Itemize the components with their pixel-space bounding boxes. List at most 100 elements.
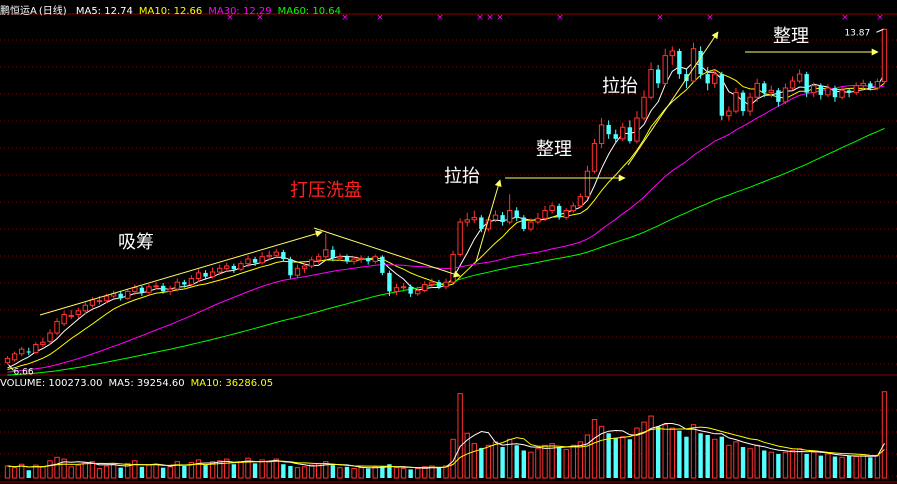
candle-body-up [811, 85, 817, 94]
candle-body-up [245, 258, 251, 265]
candle-body-down [366, 258, 371, 262]
candle-body-up [174, 281, 180, 290]
candle-body-up [273, 251, 279, 256]
volume-bar-up [634, 427, 640, 479]
volume-bar-up [61, 458, 67, 479]
volume-bar-up [400, 468, 407, 479]
volume-bar-up [839, 456, 845, 479]
event-marker: × [841, 13, 849, 23]
volume-bar-up [584, 434, 591, 479]
volume-bar-up [195, 459, 202, 479]
period-label: (日线) [38, 6, 67, 17]
volume-bar-down [804, 453, 809, 478]
candle-body-down [380, 256, 385, 273]
volume-bar-up [563, 449, 569, 479]
annotation-arrow [475, 179, 502, 263]
volume-bar-up [471, 443, 477, 479]
volume-bar-up [492, 441, 499, 479]
volume-bar-down [514, 445, 519, 478]
candle-body-up [103, 295, 110, 302]
volume-bar-up [662, 424, 668, 479]
volume-bar-up [351, 468, 357, 479]
candle-body-up [429, 281, 435, 285]
candle-body-down [231, 265, 237, 270]
candle-body-down [139, 287, 145, 293]
stock-name: 鹏恒运A [0, 6, 37, 17]
volume-bar-down [26, 470, 31, 478]
candle-body-up [712, 73, 718, 84]
candle-body-up [577, 196, 584, 207]
volume-bar-up [535, 448, 541, 479]
volume-bar-up [238, 462, 244, 479]
event-marker: × [496, 13, 504, 23]
volume-bar-up [224, 458, 230, 479]
volume-bar-up [245, 457, 251, 479]
volume-bar-up [620, 436, 626, 479]
volume-bar-down [868, 457, 873, 478]
candle-body-up [301, 265, 308, 269]
volume-bar-up [82, 462, 89, 479]
volume-bar-down [344, 466, 350, 478]
event-marker: × [706, 13, 714, 23]
volume-bar-down [203, 465, 208, 478]
candle-body-down [408, 286, 413, 294]
price-indicators: MA5: 12.74 MA10: 12.66 MA30: 12.29 MA60: 10… [76, 6, 347, 17]
candle-body-up [874, 81, 881, 89]
annotation-label-consolidate2: 整理 [773, 26, 809, 47]
volume-bar-up [308, 464, 315, 479]
candle-body-down [613, 134, 618, 139]
candle-body-up [754, 82, 760, 98]
volume-bar-up [726, 444, 732, 479]
candle-body-up [733, 92, 739, 112]
volume-bar-up [110, 463, 117, 479]
volume-ma5-line [7, 423, 885, 469]
volume-bar-up [96, 468, 103, 479]
volume-bar-down [684, 436, 689, 478]
volume-bar-up [429, 465, 435, 479]
candle-body-up [860, 82, 866, 87]
candle-body-down [677, 50, 682, 75]
volume-bar-down [380, 465, 385, 478]
candle-body-up [68, 314, 74, 317]
candle-body-up [563, 209, 569, 218]
volume-bar-up [68, 466, 74, 479]
volume-ma-lines [7, 423, 885, 469]
candle-body-up [457, 221, 463, 255]
annotation-arrow [39, 230, 323, 316]
candle-body-up [294, 267, 301, 276]
ma-line-ma30 [7, 84, 885, 373]
candle-body-down [500, 215, 505, 223]
volume-bar-up [796, 448, 803, 479]
volume-bar-up [591, 418, 598, 479]
volume-bar-up [415, 468, 421, 479]
volume-bar-up [4, 465, 11, 479]
volume-bar-down [846, 455, 852, 478]
volume-bar-up [570, 444, 576, 479]
volume-bar-up [712, 438, 718, 479]
candle-body-down [203, 272, 208, 277]
candle-body-up [549, 205, 555, 211]
candle-body-up [641, 96, 647, 119]
candle-body-up [96, 300, 103, 303]
annotation-arrow [313, 227, 461, 278]
candle-body-up [690, 48, 697, 82]
candle-body-up [153, 285, 159, 288]
candle-body-up [47, 332, 53, 342]
candles [4, 28, 888, 365]
ma-line-ma5 [7, 61, 885, 369]
high-price-pointer [876, 28, 884, 33]
event-markers: 13.876.66× × × × × × × × × × × × × [8, 13, 884, 378]
volume-bar-up [747, 448, 753, 479]
volume-bar-up [174, 461, 180, 479]
candle-body-down [160, 285, 166, 292]
candle-body-up [881, 28, 888, 83]
candle-body-up [570, 205, 576, 211]
volume-indicator-1: MA5: 39254.60 [108, 378, 185, 389]
candle-body-down [868, 83, 873, 88]
event-marker: × [226, 13, 234, 23]
volume-bar-down [288, 465, 293, 478]
candle-body-up [726, 110, 732, 117]
high-price-label: 13.87 [844, 28, 870, 38]
volume-bar-up [40, 466, 46, 479]
